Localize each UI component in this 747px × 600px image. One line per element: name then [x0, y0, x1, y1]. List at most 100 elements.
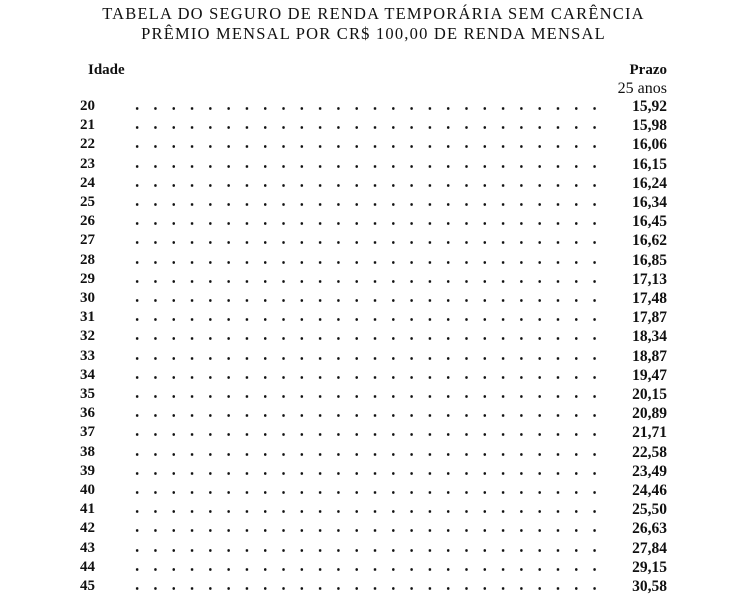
table-row: 37 21,71 — [0, 424, 747, 443]
premium-cell: 29,15 — [632, 558, 667, 576]
premium-cell: 24,46 — [632, 482, 667, 499]
age-cell: 45 — [80, 578, 95, 594]
premium-cell: 16,06 — [632, 136, 667, 154]
dot-leader — [128, 433, 603, 437]
term-column-header: Prazo — [629, 62, 667, 78]
dot-leader — [128, 395, 603, 398]
age-cell: 28 — [80, 251, 95, 268]
age-cell: 36 — [80, 405, 95, 422]
table-row: 28 16,85 — [0, 252, 747, 271]
age-cell: 40 — [80, 482, 95, 498]
dot-leader — [128, 452, 603, 456]
premium-cell: 20,89 — [632, 405, 667, 423]
table-row: 24 16,24 — [0, 175, 747, 194]
term-value-header: 25 anos — [617, 80, 667, 97]
premium-cell: 17,13 — [632, 270, 667, 288]
table-row: 41 25,50 — [0, 501, 747, 520]
dot-leader — [128, 203, 603, 206]
age-cell: 33 — [80, 347, 95, 364]
dot-leader — [128, 241, 603, 245]
table-title: TABELA DO SEGURO DE RENDA TEMPORÁRIA SEM… — [102, 4, 645, 23]
age-cell: 31 — [80, 309, 95, 326]
age-cell: 39 — [80, 462, 95, 479]
dot-leader — [128, 260, 603, 264]
premium-cell: 16,34 — [632, 194, 667, 211]
table-row: 44 29,15 — [0, 559, 747, 578]
premium-cell: 16,62 — [632, 232, 667, 250]
premium-cell: 16,85 — [632, 251, 667, 269]
age-cell: 42 — [80, 520, 95, 537]
table-row: 40 24,46 — [0, 482, 747, 501]
premium-cell: 16,45 — [632, 213, 667, 231]
age-cell: 27 — [80, 232, 95, 249]
premium-cell: 20,15 — [632, 386, 667, 403]
premium-cell: 23,49 — [632, 462, 667, 480]
age-cell: 43 — [80, 539, 95, 556]
table-row: 21 15,98 — [0, 117, 747, 136]
table-row: 33 18,87 — [0, 348, 747, 367]
dot-leader — [128, 164, 603, 168]
table-row: 22 16,06 — [0, 136, 747, 155]
table-row: 39 23,49 — [0, 463, 747, 482]
table-row: 36 20,89 — [0, 405, 747, 424]
dot-leader — [128, 299, 603, 302]
dot-leader — [128, 548, 603, 552]
premium-cell: 16,15 — [632, 155, 667, 173]
premium-cell: 21,71 — [632, 424, 667, 442]
dot-leader — [128, 471, 603, 475]
premium-cell: 17,48 — [632, 290, 667, 307]
dot-leader — [128, 126, 603, 130]
dot-leader — [128, 414, 603, 418]
dot-leader — [128, 337, 603, 341]
table-row: 25 16,34 — [0, 194, 747, 213]
age-cell: 41 — [80, 501, 95, 518]
dot-leader — [128, 587, 603, 590]
age-column-header: Idade — [88, 62, 125, 78]
dot-leader — [128, 491, 603, 494]
dot-leader — [128, 222, 603, 226]
table-row: 29 17,13 — [0, 271, 747, 290]
table-row: 31 17,87 — [0, 309, 747, 328]
age-cell: 34 — [80, 366, 95, 383]
dot-leader — [128, 375, 603, 379]
dot-leader — [128, 567, 603, 571]
age-cell: 44 — [80, 558, 95, 575]
age-cell: 22 — [80, 136, 95, 153]
age-cell: 24 — [80, 174, 95, 191]
age-cell: 35 — [80, 386, 95, 402]
age-cell: 32 — [80, 328, 95, 345]
dot-leader — [128, 183, 603, 187]
premium-cell: 17,87 — [632, 309, 667, 327]
dot-leader — [128, 529, 603, 533]
table-row: 35 20,15 — [0, 386, 747, 405]
dot-leader — [128, 279, 603, 283]
age-cell: 23 — [80, 155, 95, 172]
table-row: 32 18,34 — [0, 328, 747, 347]
table-row: 42 26,63 — [0, 520, 747, 539]
age-cell: 21 — [80, 117, 95, 134]
table-row: 43 27,84 — [0, 540, 747, 559]
age-cell: 37 — [80, 424, 95, 441]
premium-cell: 15,98 — [632, 117, 667, 135]
dot-leader — [128, 107, 603, 110]
premium-cell: 27,84 — [632, 539, 667, 557]
dot-leader — [128, 356, 603, 360]
premium-cell: 25,50 — [632, 501, 667, 519]
age-cell: 25 — [80, 194, 95, 210]
table-row: 34 19,47 — [0, 367, 747, 386]
premium-cell: 19,47 — [632, 366, 667, 384]
dot-leader — [128, 510, 603, 514]
premium-cell: 22,58 — [632, 443, 667, 461]
premium-cell: 18,34 — [632, 328, 667, 346]
table-row: 20 15,92 — [0, 98, 747, 117]
premium-cell: 15,92 — [632, 98, 667, 115]
premium-cell: 30,58 — [632, 578, 667, 595]
table-row: 27 16,62 — [0, 232, 747, 251]
age-cell: 38 — [80, 443, 95, 460]
premium-cell: 26,63 — [632, 520, 667, 538]
table-row: 26 16,45 — [0, 213, 747, 232]
age-cell: 26 — [80, 213, 95, 230]
table-row: 45 30,58 — [0, 578, 747, 597]
table-row: 30 17,48 — [0, 290, 747, 309]
premium-cell: 18,87 — [632, 347, 667, 365]
